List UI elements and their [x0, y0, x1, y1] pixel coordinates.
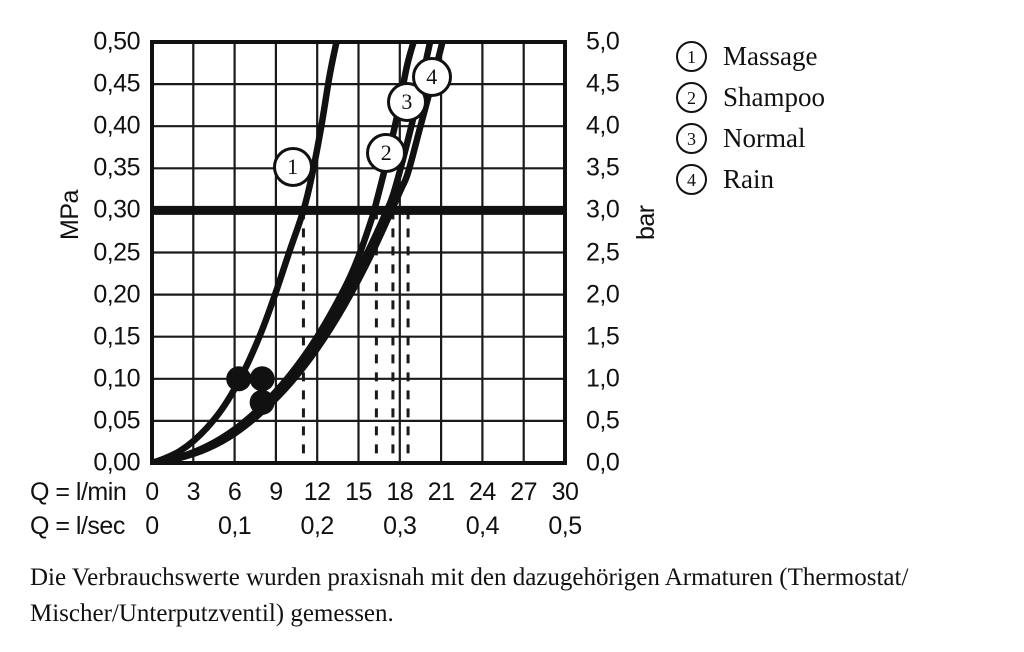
- y2-axis-tick-label: 2,0: [586, 280, 620, 309]
- y2-axis-tick-label: 4,0: [586, 111, 620, 140]
- y2-axis-tick-label: 2,5: [586, 238, 620, 266]
- legend-number-icon: 4: [676, 164, 707, 195]
- x-axis-row: Q = l/min 0 3 6 9 12 15 18 21 24 27 30: [0, 478, 1024, 512]
- legend-item-rain: 4 Rain: [676, 159, 936, 200]
- x-axis-row: Q = l/sec 0 0,1 0,2 0,3 0,4 0,5: [0, 512, 1024, 546]
- data-point-marker: [249, 366, 275, 392]
- y-axis-title-mpa: MPa: [56, 190, 84, 240]
- legend-number-icon: 1: [676, 41, 707, 72]
- x-axis-tick-label: 0,4: [465, 512, 500, 540]
- legend-number-icon: 3: [676, 123, 707, 154]
- chart-svg: [150, 40, 567, 465]
- legend-item-normal: 3 Normal: [676, 118, 936, 159]
- x-axis-tick-label: 9: [269, 478, 283, 506]
- legend-number-icon: 2: [676, 82, 707, 113]
- y2-axis-tick-label: 0,0: [586, 448, 620, 477]
- x-axis-tick-label: 15: [345, 478, 372, 506]
- x-axis-tick-label: 0: [145, 512, 159, 540]
- y2-axis-tick-label: 3,5: [586, 153, 620, 182]
- legend-item-label: Shampoo: [723, 82, 826, 112]
- y-axis-tick-label: 0,20: [93, 280, 140, 309]
- legend-item-massage: 1 Massage: [676, 36, 936, 77]
- x-axis-tick-label: 0,5: [548, 512, 582, 540]
- legend-item-label: Rain: [723, 164, 774, 194]
- curve-rain: [152, 42, 446, 463]
- y-axis-tick-label: 0,50: [93, 27, 140, 56]
- figure-caption: Die Verbrauchswerte wurden praxisnah mit…: [30, 564, 909, 627]
- legend-item-shampoo: 2 Shampoo: [676, 77, 936, 118]
- x-axis-tick-label: 27: [510, 478, 538, 506]
- curve-badge-rain: 4: [411, 56, 452, 97]
- x-axis-tick-label: 6: [227, 478, 242, 506]
- x-axis-row-label: Q = l/min: [30, 478, 127, 506]
- y-axis-tick-label: 0,25: [93, 238, 140, 266]
- plot-frame: [150, 40, 567, 465]
- y2-axis-tick-label: 0,5: [586, 406, 620, 435]
- chart-plot-area: [150, 40, 567, 465]
- x-axis-tick-label: 3: [186, 478, 201, 506]
- y-axis-tick-label: 0,00: [93, 448, 140, 477]
- y2-axis-tick-label: 1,0: [586, 364, 620, 393]
- x-axis-tick-label: 0,3: [383, 512, 417, 540]
- y-axis-tick-label: 0,30: [93, 195, 140, 224]
- y2-axis-tick-label: 4,5: [586, 69, 620, 98]
- y-axis-tick-label: 0,05: [93, 406, 140, 435]
- y-axis-title-bar: bar: [632, 205, 660, 240]
- x-axis-tick-label: 12: [303, 478, 331, 506]
- legend-item-label: Massage: [723, 41, 818, 71]
- y2-axis-tick-label: 5,0: [586, 27, 620, 56]
- data-point-marker: [226, 366, 252, 392]
- y-axis-tick-label: 0,45: [93, 69, 140, 98]
- x-axis-tick-label: 21: [427, 478, 455, 506]
- y2-axis-tick-label: 1,5: [586, 322, 620, 351]
- y-axis-tick-label: 0,40: [93, 111, 140, 140]
- curve-badge-massage: 1: [272, 147, 313, 188]
- x-axis-tick-label: 0,2: [300, 512, 335, 540]
- x-axis-tick-label: 0: [145, 478, 159, 506]
- x-axis-tick-label: 0,1: [217, 512, 252, 540]
- x-axis-tick-label: 18: [386, 478, 414, 506]
- x-axis-tick-label: 24: [468, 478, 496, 506]
- curve-badge-shampoo: 2: [366, 132, 407, 173]
- y-axis-tick-label: 0,10: [93, 364, 140, 393]
- x-axis-tick-label: 30: [551, 478, 579, 506]
- y-axis-tick-label: 0,15: [93, 322, 140, 351]
- y-axis-tick-label: 0,35: [93, 153, 140, 182]
- legend-item-label: Normal: [723, 123, 806, 153]
- x-axis-row-label: Q = l/sec: [30, 512, 125, 540]
- data-point-marker: [249, 389, 275, 415]
- y2-axis-tick-label: 3,0: [586, 195, 620, 224]
- curve-massage: [152, 42, 340, 463]
- legend: 1 Massage 2 Shampoo 3 Normal 4 Rain: [676, 36, 936, 200]
